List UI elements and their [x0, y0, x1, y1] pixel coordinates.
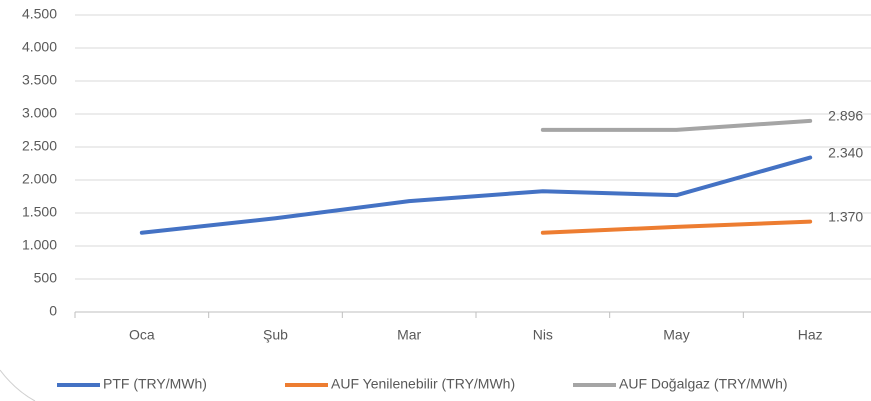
data-label: 2.896 [828, 108, 863, 124]
frame-edge [0, 369, 36, 401]
y-tick-label: 0 [49, 303, 57, 319]
x-tick-label: May [663, 327, 689, 343]
data-label: 1.370 [828, 208, 863, 224]
y-tick-label: 3.500 [22, 72, 57, 88]
series-line [540, 219, 813, 235]
x-tick-label: Oca [129, 327, 155, 343]
x-tick-label: Nis [533, 327, 553, 343]
series-line [139, 155, 813, 235]
y-tick-label: 4.500 [22, 6, 57, 22]
y-tick-label: 500 [34, 270, 58, 286]
series-line [540, 118, 813, 132]
data-label: 2.340 [828, 144, 863, 160]
legend-label: AUF Yenilenebilir (TRY/MWh) [331, 376, 515, 392]
y-tick-label: 1.500 [22, 204, 57, 220]
legend-label: AUF Doğalgaz (TRY/MWh) [619, 376, 788, 392]
x-tick-label: Haz [798, 327, 823, 343]
legend-label: PTF (TRY/MWh) [103, 376, 207, 392]
y-tick-label: 3.000 [22, 105, 57, 121]
x-tick-label: Mar [397, 327, 421, 343]
x-tick-label: Şub [263, 327, 288, 343]
y-tick-label: 2.000 [22, 171, 57, 187]
y-tick-label: 2.500 [22, 138, 57, 154]
y-tick-label: 1.000 [22, 237, 57, 253]
y-tick-label: 4.000 [22, 39, 57, 55]
